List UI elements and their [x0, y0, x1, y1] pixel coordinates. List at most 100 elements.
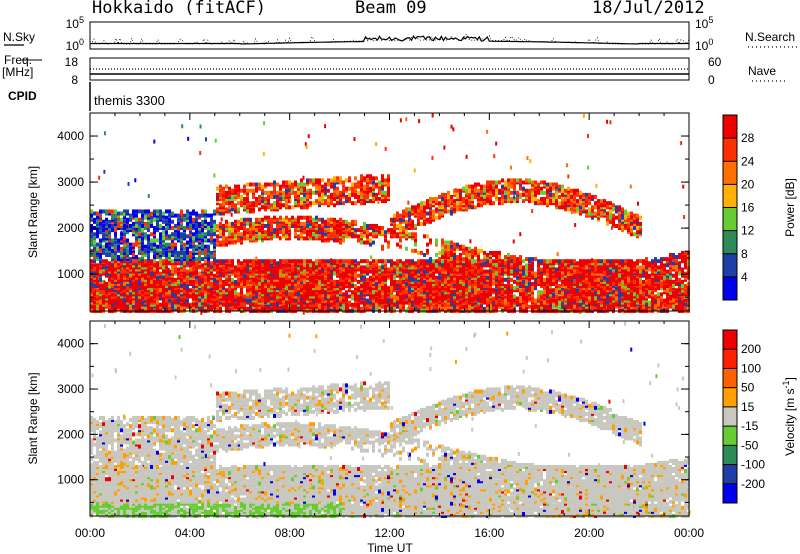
- power-cell: [204, 217, 207, 222]
- power-cell: [216, 306, 219, 311]
- power-cell: [123, 223, 126, 228]
- power-cell: [153, 232, 156, 237]
- power-cell: [120, 273, 123, 278]
- power-cell: [195, 294, 198, 299]
- power-cell: [447, 298, 450, 303]
- power-cell: [450, 248, 453, 253]
- power-cell: [114, 213, 117, 218]
- power-cell: [126, 271, 129, 276]
- power-cell: [177, 300, 180, 305]
- power-cell: [138, 234, 141, 239]
- power-cell: [405, 263, 408, 268]
- power-cell: [297, 228, 300, 233]
- power-cell: [261, 205, 264, 210]
- power-cell: [429, 240, 432, 245]
- power-cell: [249, 284, 252, 289]
- power-cell: [117, 257, 120, 262]
- power-cell: [225, 209, 228, 214]
- power-cell: [315, 304, 318, 309]
- power-cell: [309, 215, 312, 220]
- power-cell: [147, 271, 150, 276]
- power-cell: [147, 304, 150, 309]
- power-cell: [156, 215, 159, 220]
- power-cell: [336, 194, 339, 199]
- power-cell: [315, 219, 318, 224]
- power-cell: [384, 300, 387, 305]
- power-cell: [348, 178, 351, 183]
- power-cell: [207, 273, 210, 278]
- power-cell: [237, 201, 240, 206]
- power-cell: [360, 176, 363, 181]
- power-cell: [318, 263, 321, 268]
- power-cell: [267, 197, 270, 202]
- power-cell: [189, 232, 192, 237]
- power-cell: [426, 302, 429, 307]
- power-cell: [216, 240, 219, 245]
- power-cell: [270, 203, 273, 208]
- power-cell: [351, 201, 354, 206]
- power-cell: [396, 292, 399, 297]
- power-cell: [147, 284, 150, 289]
- power-cell: [198, 273, 201, 278]
- power-cell: [279, 271, 282, 276]
- power-cell: [315, 226, 318, 231]
- power-cell: [192, 232, 195, 237]
- power-cell: [243, 201, 246, 206]
- power-cell: [180, 232, 183, 237]
- power-cell: [117, 211, 120, 216]
- power-cell: [402, 294, 405, 299]
- power-cell: [195, 269, 198, 274]
- power-cell: [216, 199, 219, 204]
- power-cell: [228, 226, 231, 231]
- power-cell: [216, 302, 219, 307]
- power-cell: [450, 300, 453, 305]
- power-cell: [177, 277, 180, 282]
- power-cell: [393, 230, 396, 235]
- power-cell: [294, 267, 297, 272]
- power-cell: [225, 269, 228, 274]
- power-cell: [315, 284, 318, 289]
- power-cell: [303, 271, 306, 276]
- power-cell: [411, 277, 414, 282]
- power-cell: [384, 281, 387, 286]
- power-cell: [198, 213, 201, 218]
- power-cell: [111, 242, 114, 247]
- power-cell: [174, 263, 177, 268]
- power-cell: [96, 223, 99, 228]
- power-cell: [447, 203, 450, 208]
- power-cell: [411, 292, 414, 297]
- power-cell: [162, 226, 165, 231]
- power-cell: [204, 252, 207, 257]
- power-cell: [138, 265, 141, 270]
- power-cell: [393, 269, 396, 274]
- power-cell: [150, 306, 153, 311]
- power-cell: [159, 292, 162, 297]
- power-cell: [159, 244, 162, 249]
- power-cell: [318, 201, 321, 206]
- power-cell: [402, 232, 405, 237]
- power-cell: [393, 275, 396, 280]
- power-cell: [450, 240, 453, 245]
- power-cell: [294, 281, 297, 286]
- power-cell: [258, 182, 261, 187]
- power-cell: [426, 304, 429, 309]
- power-cell: [252, 296, 255, 301]
- power-cell: [156, 288, 159, 293]
- power-cell: [417, 261, 420, 266]
- power-cell: [204, 277, 207, 282]
- power-cell: [213, 246, 216, 251]
- power-cell: [105, 248, 108, 253]
- power-cell: [108, 302, 111, 307]
- power-cell: [117, 215, 120, 220]
- nsearch-line: [89, 33, 690, 46]
- power-cell: [486, 275, 489, 280]
- power-cell: [225, 242, 228, 247]
- power-cell: [345, 221, 348, 226]
- power-cell: [312, 265, 315, 270]
- power-cell: [222, 236, 225, 241]
- power-cell: [372, 292, 375, 297]
- power-cell: [291, 290, 294, 295]
- power-cell: [417, 281, 420, 286]
- power-cell: [99, 248, 102, 253]
- power-cell: [396, 298, 399, 303]
